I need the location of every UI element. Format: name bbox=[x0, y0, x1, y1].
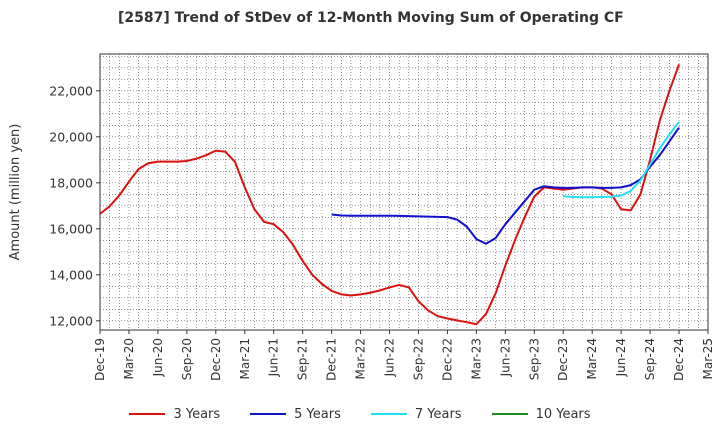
legend-label: 7 Years bbox=[414, 406, 462, 422]
x-tick-label: Sep-21 bbox=[296, 338, 310, 380]
x-tick-label: Dec-21 bbox=[325, 338, 339, 381]
legend-label: 3 Years bbox=[173, 406, 221, 422]
x-tick-label: Jun-24 bbox=[614, 338, 628, 377]
plot-area-frame bbox=[99, 53, 709, 331]
x-tick-label: Dec-22 bbox=[440, 338, 454, 381]
x-tick-label: Sep-24 bbox=[643, 338, 657, 380]
legend-item: 7 Years bbox=[370, 406, 462, 422]
y-axis-label: Amount (million yen) bbox=[8, 124, 23, 261]
y-tick-label: 20,000 bbox=[49, 129, 93, 144]
x-tick-label: Mar-24 bbox=[585, 338, 599, 379]
x-tick-label: Jun-20 bbox=[151, 338, 165, 377]
series-lines bbox=[99, 64, 680, 326]
y-tick-label: 22,000 bbox=[49, 83, 93, 98]
y-tick-label: 16,000 bbox=[49, 221, 93, 236]
x-tick-label: Dec-20 bbox=[209, 338, 223, 381]
grid-lines bbox=[99, 54, 709, 330]
legend-swatch bbox=[370, 413, 407, 415]
x-tick-label: Jun-22 bbox=[383, 338, 397, 377]
y-tick-label: 18,000 bbox=[49, 175, 93, 190]
series-line-7-years bbox=[563, 121, 680, 199]
legend-swatch bbox=[250, 413, 287, 415]
y-tick-label: 12,000 bbox=[49, 313, 93, 328]
legend-item: 5 Years bbox=[250, 407, 341, 422]
x-tick-label: Dec-23 bbox=[556, 338, 570, 381]
legend-label: 10 Years bbox=[535, 406, 591, 422]
x-tick-label: Jun-21 bbox=[267, 338, 281, 377]
chart-title: [2587] Trend of StDev of 12-Month Moving… bbox=[118, 10, 624, 26]
x-tick-label: Sep-20 bbox=[180, 338, 194, 380]
x-tick-label: Dec-24 bbox=[672, 338, 686, 381]
x-tick-label: Jun-23 bbox=[498, 338, 512, 377]
x-tick-label: Mar-20 bbox=[122, 338, 136, 379]
legend: 3 Years 5 Years 7 Years 10 Years bbox=[0, 402, 720, 426]
x-tick-label: Sep-23 bbox=[527, 338, 541, 380]
legend-label: 5 Years bbox=[294, 406, 341, 422]
legend-item: 3 Years bbox=[129, 407, 220, 422]
legend-item: 10 Years bbox=[491, 406, 591, 422]
x-axis-ticks: Dec-19 Mar-20 Jun-20 Sep-20 Dec-20 Mar-21 Jun-… bbox=[93, 330, 715, 381]
legend-swatch bbox=[491, 413, 528, 415]
legend-swatch bbox=[129, 413, 166, 415]
series-line-5-years bbox=[331, 127, 680, 245]
y-tick-label: 14,000 bbox=[49, 267, 93, 282]
x-tick-label: Dec-19 bbox=[93, 338, 107, 381]
x-tick-label: Mar-22 bbox=[354, 338, 368, 379]
x-tick-label: Mar-21 bbox=[238, 338, 252, 379]
y-axis-ticks: 12,000 14,000 16,000 18,000 20,000 22,000 bbox=[49, 83, 100, 328]
x-tick-label: Mar-25 bbox=[701, 338, 715, 379]
x-tick-label: Sep-22 bbox=[411, 338, 425, 380]
x-tick-label: Mar-23 bbox=[469, 338, 483, 379]
